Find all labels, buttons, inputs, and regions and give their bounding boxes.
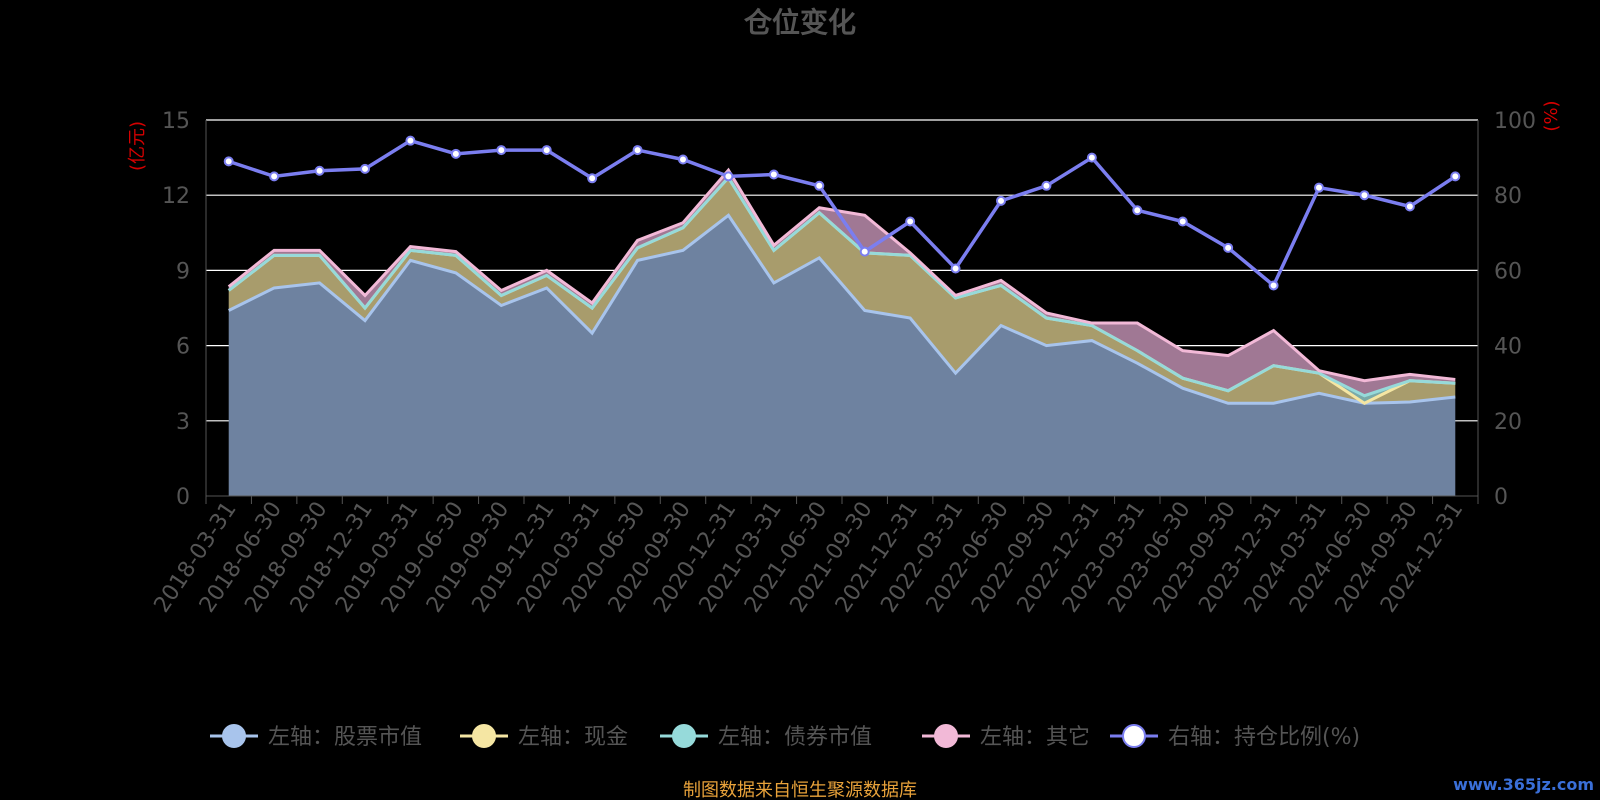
- ratio-point: [405, 135, 416, 146]
- watermark: www.365jz.com: [1453, 775, 1594, 794]
- left-axis-unit: (亿元): [127, 121, 148, 171]
- legend-label: 左轴：债券市值: [718, 725, 872, 750]
- legend-marker: [472, 724, 496, 748]
- ratio-point: [360, 163, 370, 174]
- area-line-左轴：其它: [227, 167, 1456, 383]
- area-line-左轴：股票市值: [228, 213, 1456, 405]
- left-tick-label: 9: [176, 259, 190, 284]
- ratio-point: [1132, 205, 1143, 216]
- footer-source: 制图数据来自恒生聚源数据库: [683, 780, 917, 800]
- ratio-point: [768, 169, 779, 180]
- right-tick-label: 0: [1494, 485, 1508, 510]
- legend-label: 左轴：其它: [980, 725, 1090, 750]
- left-tick-label: 3: [176, 410, 190, 435]
- left-tick-label: 15: [162, 109, 190, 134]
- ratio-point: [1359, 190, 1370, 201]
- ratio-point: [1223, 242, 1234, 253]
- ratio-point: [859, 246, 870, 257]
- ratio-point: [950, 263, 961, 274]
- legend-label: 左轴：现金: [518, 725, 628, 750]
- legend-marker: [672, 724, 696, 748]
- ratio-point: [723, 171, 734, 182]
- ratio-point: [587, 173, 598, 184]
- right-tick-label: 60: [1494, 259, 1522, 284]
- ratio-point: [1450, 171, 1461, 182]
- left-tick-label: 6: [176, 335, 190, 360]
- ratio-point: [1314, 182, 1324, 193]
- ratio-point: [1268, 280, 1279, 291]
- area-series: [227, 167, 1456, 496]
- legend-marker: [1122, 724, 1146, 748]
- right-tick-label: 80: [1494, 184, 1522, 209]
- chart-title: 仓位变化: [744, 6, 856, 39]
- ratio-point: [905, 216, 916, 227]
- ratio-point: [1041, 180, 1052, 191]
- right-axis-unit: (%): [1541, 100, 1562, 131]
- ratio-point: [1404, 201, 1415, 212]
- ratio-point: [450, 148, 461, 159]
- ratio-point: [223, 156, 234, 167]
- ratio-point: [1177, 216, 1188, 227]
- ratio-point: [1086, 152, 1097, 163]
- left-tick-label: 12: [162, 184, 190, 209]
- legend-label: 右轴：持仓比例(%): [1168, 725, 1360, 750]
- ratio-point: [632, 145, 643, 156]
- ratio-point: [496, 145, 507, 156]
- right-tick-label: 20: [1494, 410, 1522, 435]
- area-左轴：其它: [228, 170, 1456, 396]
- ratio-point: [314, 165, 325, 176]
- legend-label: 左轴：股票市值: [268, 725, 422, 750]
- ratio-point: [678, 154, 688, 165]
- ratio-line-series: [223, 135, 1461, 291]
- left-tick-label: 0: [176, 485, 190, 510]
- area-line-左轴：债券市值: [227, 175, 1456, 398]
- ratio-point: [269, 171, 280, 182]
- legend-marker: [934, 724, 958, 748]
- right-tick-label: 40: [1494, 335, 1522, 360]
- legend-marker: [222, 724, 246, 748]
- right-tick-label: 100: [1494, 109, 1536, 134]
- legend: 左轴：股票市值 左轴：现金 左轴：债券市值 左轴：其它 右轴：持仓比例(%): [210, 724, 1360, 750]
- ratio-point: [541, 145, 552, 156]
- ratio-point: [814, 180, 825, 191]
- ratio-line: [228, 138, 1457, 289]
- area-左轴：股票市值: [228, 215, 1456, 496]
- ratio-point: [996, 195, 1006, 206]
